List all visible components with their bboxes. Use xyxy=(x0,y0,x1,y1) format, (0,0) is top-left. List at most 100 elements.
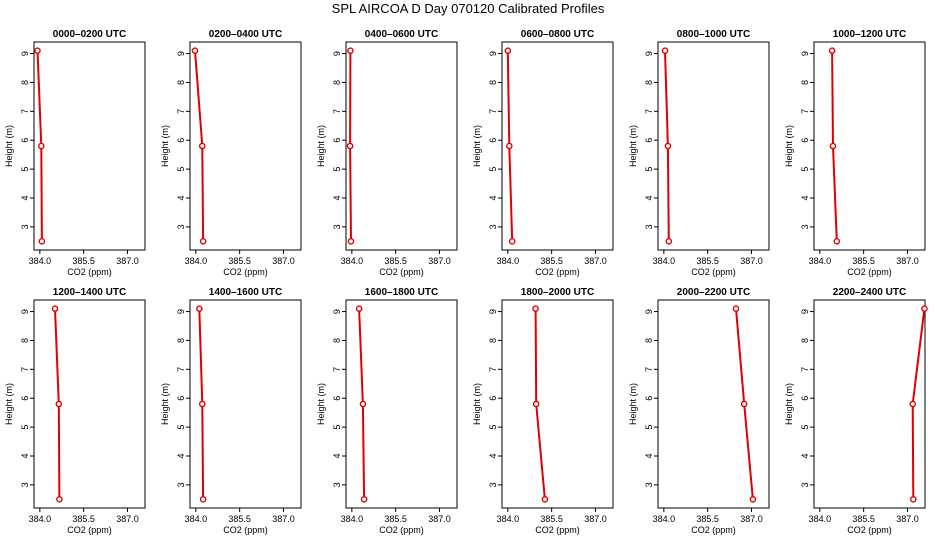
panel-title: 2200–2400 UTC xyxy=(833,287,906,298)
y-tick-label: 5 xyxy=(332,425,342,430)
x-tick-label: 384.0 xyxy=(653,256,676,266)
y-tick-label: 6 xyxy=(488,396,498,401)
plot-frame xyxy=(33,41,146,251)
x-axis-label: CO2 (ppm) xyxy=(67,267,112,277)
y-tick-label: 4 xyxy=(332,453,342,458)
plot-frame xyxy=(813,41,926,251)
profile-panel: 1800–2000 UTC 384.0 385.5 387.0 CO2 (ppm) 3 4 5… xyxy=(472,287,614,535)
plot-frame xyxy=(657,299,770,509)
y-tick-label: 4 xyxy=(20,453,30,458)
x-tick-label: 387.0 xyxy=(896,256,919,266)
y-tick-label: 6 xyxy=(800,138,810,143)
y-tick-label: 7 xyxy=(488,109,498,114)
figure-title: SPL AIRCOA D Day 070120 Calibrated Profi… xyxy=(331,1,605,16)
y-tick-label: 5 xyxy=(20,425,30,430)
x-axis-label: CO2 (ppm) xyxy=(691,525,736,535)
y-tick-label: 5 xyxy=(644,425,654,430)
y-axis-label: Height (m) xyxy=(472,125,482,167)
y-axis-label: Height (m) xyxy=(160,383,170,425)
profile-point xyxy=(732,305,740,312)
y-tick-label: 6 xyxy=(20,138,30,143)
x-tick-label: 384.0 xyxy=(341,256,364,266)
profile-point xyxy=(749,496,757,503)
y-tick-label: 9 xyxy=(644,309,654,314)
x-tick-label: 385.5 xyxy=(228,514,251,524)
y-tick-label: 6 xyxy=(20,396,30,401)
panel-title: 1400–1600 UTC xyxy=(209,287,282,298)
y-tick-label: 8 xyxy=(488,80,498,85)
x-tick-label: 385.5 xyxy=(384,514,407,524)
y-tick-label: 9 xyxy=(332,309,342,314)
y-tick-label: 9 xyxy=(800,309,810,314)
x-tick-label: 387.0 xyxy=(428,514,451,524)
x-tick-label: 387.0 xyxy=(740,256,763,266)
profile-point xyxy=(828,47,836,54)
panel-title: 2000–2200 UTC xyxy=(677,287,750,298)
y-tick-label: 8 xyxy=(488,338,498,343)
profile-point xyxy=(665,238,673,245)
x-axis-label: CO2 (ppm) xyxy=(223,267,268,277)
profile-panel: 0400–0600 UTC 384.0 385.5 387.0 CO2 (ppm) 3 4 5… xyxy=(316,29,458,277)
y-tick-label: 7 xyxy=(800,109,810,114)
x-tick-label: 384.0 xyxy=(809,514,832,524)
profile-point xyxy=(196,305,203,312)
profile-point xyxy=(360,496,368,503)
profile-point xyxy=(532,305,539,312)
x-tick-label: 385.5 xyxy=(852,256,875,266)
profile-point xyxy=(347,238,355,245)
x-tick-label: 387.0 xyxy=(584,256,607,266)
x-tick-label: 384.0 xyxy=(185,256,208,266)
profile-point xyxy=(829,142,837,150)
y-tick-label: 8 xyxy=(332,338,342,343)
profile-panel: 1200–1400 UTC 384.0 385.5 387.0 CO2 (ppm) 3 4 5… xyxy=(4,287,146,535)
y-tick-label: 3 xyxy=(488,482,498,487)
profile-point xyxy=(921,305,928,312)
profile-point xyxy=(532,400,540,408)
x-tick-label: 387.0 xyxy=(272,514,295,524)
profile-point xyxy=(740,400,748,408)
x-tick-label: 387.0 xyxy=(428,256,451,266)
y-tick-label: 4 xyxy=(176,453,186,458)
x-axis-label: CO2 (ppm) xyxy=(67,525,112,535)
profile-panel: 2000–2200 UTC 384.0 385.5 387.0 CO2 (ppm) 3 4 5… xyxy=(628,287,770,535)
x-tick-label: 384.0 xyxy=(497,514,520,524)
x-tick-label: 384.0 xyxy=(29,514,52,524)
y-tick-label: 9 xyxy=(488,51,498,56)
y-axis-label: Height (m) xyxy=(784,383,794,425)
x-axis-label: CO2 (ppm) xyxy=(535,525,580,535)
y-tick-label: 8 xyxy=(20,338,30,343)
x-tick-label: 387.0 xyxy=(896,514,919,524)
profile-point xyxy=(661,47,669,54)
y-tick-label: 6 xyxy=(332,396,342,401)
y-tick-label: 6 xyxy=(176,396,186,401)
y-axis-label: Height (m) xyxy=(4,383,14,425)
y-tick-label: 9 xyxy=(644,51,654,56)
profile-point xyxy=(199,238,207,245)
y-tick-label: 7 xyxy=(488,367,498,372)
x-tick-label: 385.5 xyxy=(540,256,563,266)
x-tick-label: 384.0 xyxy=(653,514,676,524)
y-tick-label: 4 xyxy=(488,453,498,458)
y-tick-label: 4 xyxy=(488,195,498,200)
plot-frame xyxy=(345,41,458,251)
y-tick-label: 8 xyxy=(176,80,186,85)
profile-point xyxy=(34,47,41,54)
profile-panel: 0200–0400 UTC 384.0 385.5 387.0 CO2 (ppm) 3 4 5… xyxy=(160,29,302,277)
profile-point xyxy=(38,238,46,245)
y-tick-label: 4 xyxy=(20,195,30,200)
y-tick-label: 3 xyxy=(20,482,30,487)
y-tick-label: 4 xyxy=(176,195,186,200)
x-tick-label: 385.5 xyxy=(384,256,407,266)
profile-point xyxy=(359,400,367,408)
y-tick-label: 7 xyxy=(332,367,342,372)
y-tick-label: 8 xyxy=(800,80,810,85)
x-tick-label: 385.5 xyxy=(540,514,563,524)
panel-title: 0200–0400 UTC xyxy=(209,29,282,40)
y-tick-label: 5 xyxy=(800,167,810,172)
y-tick-label: 8 xyxy=(644,338,654,343)
plot-frame xyxy=(813,299,926,509)
y-tick-label: 4 xyxy=(800,195,810,200)
profile-panel: 2200–2400 UTC 384.0 385.5 387.0 CO2 (ppm) 3 4 5… xyxy=(784,287,928,535)
panel-title: 1200–1400 UTC xyxy=(53,287,126,298)
